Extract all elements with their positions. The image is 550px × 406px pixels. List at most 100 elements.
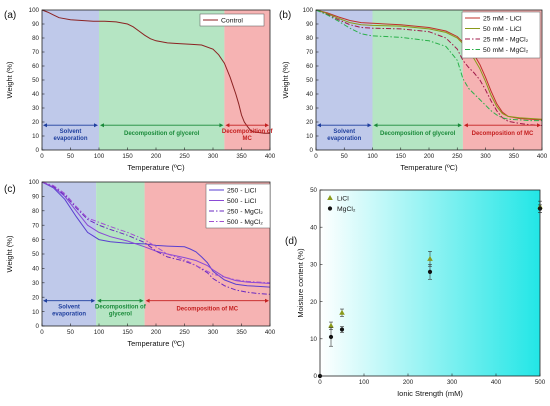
x-tick-label: 400 xyxy=(265,329,276,336)
legend-swatch-1 xyxy=(327,206,333,211)
x-tick-label: 500 xyxy=(535,379,546,386)
region-label-0: Solvent evaporation xyxy=(327,129,361,142)
x-tick-label: 200 xyxy=(151,329,162,336)
legend-label-0: LiCl xyxy=(337,195,349,202)
y-axis-label: Weight (%) xyxy=(281,61,290,98)
legend-label-2: 250 - MgCl₂ xyxy=(227,208,263,215)
legend-label-3: 50 mM - MgCl₂ xyxy=(483,47,529,54)
region-label-1: Decomposition of glycerol xyxy=(124,131,200,137)
x-tick-label: 0 xyxy=(314,153,318,160)
panel-d: 0 100 200 300 400 500 0 10 20 30 40 50 Ionic Strengt… xyxy=(285,187,546,398)
y-tick-label: 20 xyxy=(306,119,313,126)
arrow-head-right xyxy=(265,298,269,303)
x-tick-label: 0 xyxy=(318,379,322,386)
x-tick-label: 250 xyxy=(452,153,463,160)
x-tick-label: 350 xyxy=(236,153,247,160)
data-point-triangle xyxy=(427,255,433,261)
region-label-0: Solvent evaporation xyxy=(52,305,86,318)
arrow-head-right xyxy=(91,298,96,303)
y-axis-label: Weight (%) xyxy=(5,61,14,98)
legend-label-0: 25 mM - LiCl xyxy=(483,15,522,22)
data-point-circle xyxy=(339,327,345,332)
y-tick-label: 50 xyxy=(32,251,39,258)
data-point-circle xyxy=(427,269,433,274)
legend-box xyxy=(205,183,271,229)
arrow-head-right xyxy=(219,123,224,128)
region-band-1 xyxy=(99,10,225,150)
x-tick-label: 0 xyxy=(40,329,44,336)
data-point-circle xyxy=(328,334,334,340)
panel-label: (c) xyxy=(4,184,16,195)
y-tick-label: 10 xyxy=(310,336,317,343)
region-band-0 xyxy=(316,10,373,150)
x-tick-label: 100 xyxy=(359,379,370,386)
data-point-triangle xyxy=(339,309,345,315)
series-line-2 xyxy=(41,181,271,295)
x-tick-label: 400 xyxy=(537,153,548,160)
y-axis-label: Moisture content (%) xyxy=(296,248,305,318)
plot-background xyxy=(320,190,540,376)
y-tick-label: 100 xyxy=(29,179,40,186)
x-tick-label: 250 xyxy=(179,329,190,336)
region-label-1: Decomposition of glycerol xyxy=(380,131,456,137)
y-tick-label: 20 xyxy=(32,294,39,301)
x-tick-label: 300 xyxy=(480,153,491,160)
y-tick-label: 40 xyxy=(32,266,39,273)
y-tick-label: 50 xyxy=(32,77,39,84)
region-label-0: Solvent evaporation xyxy=(53,129,87,142)
y-tick-label: 40 xyxy=(306,91,313,98)
x-tick-label: 100 xyxy=(94,153,105,160)
y-tick-label: 70 xyxy=(32,222,39,229)
y-tick-label: 40 xyxy=(310,224,317,231)
arrow-head-left xyxy=(317,123,321,128)
y-tick-label: 90 xyxy=(32,194,39,201)
x-tick-label: 400 xyxy=(491,379,502,386)
arrow-head-right xyxy=(139,298,144,303)
y-tick-label: 60 xyxy=(32,237,39,244)
region-label-2: Decomposition of MC xyxy=(176,307,238,313)
arrow-head-left xyxy=(225,123,230,128)
x-tick-label: 150 xyxy=(122,329,133,336)
x-tick-label: 0 xyxy=(40,153,44,160)
region-band-0 xyxy=(42,10,99,150)
y-tick-label: 40 xyxy=(32,91,39,98)
y-tick-label: 70 xyxy=(32,49,39,56)
legend-box xyxy=(461,11,541,59)
arrow-head-left xyxy=(373,123,378,128)
x-tick-label: 350 xyxy=(236,329,247,336)
arrow-head-right xyxy=(265,123,269,128)
panel-label: (d) xyxy=(285,236,297,247)
y-tick-label: 0 xyxy=(36,323,40,330)
arrow-head-left xyxy=(43,298,47,303)
y-tick-label: 60 xyxy=(306,63,313,70)
y-axis-label: Weight (%) xyxy=(5,235,14,272)
plot-frame xyxy=(319,189,541,377)
arrow-head-right xyxy=(94,123,98,128)
series-line-1 xyxy=(41,181,271,284)
region-label-1: Decomposition of glycerol xyxy=(95,305,147,318)
y-tick-label: 90 xyxy=(32,21,39,28)
y-tick-label: 30 xyxy=(32,105,39,112)
y-tick-label: 20 xyxy=(32,119,39,126)
x-tick-label: 50 xyxy=(67,329,74,336)
y-tick-label: 20 xyxy=(310,299,317,306)
arrow-head-left xyxy=(43,123,47,128)
y-tick-label: 90 xyxy=(306,21,313,28)
series-line-3 xyxy=(41,181,271,284)
legend-label-1: 50 mM - LiCl xyxy=(483,26,522,33)
y-tick-label: 80 xyxy=(32,208,39,215)
y-tick-label: 30 xyxy=(32,280,39,287)
x-tick-label: 150 xyxy=(396,153,407,160)
arrow-head-right xyxy=(537,123,541,128)
arrow-head-left xyxy=(145,298,150,303)
panel-label: (a) xyxy=(4,10,16,21)
y-tick-label: 10 xyxy=(32,133,39,140)
legend-swatch-0 xyxy=(327,195,333,200)
x-axis-label: Temperature (ºC) xyxy=(127,163,185,172)
y-tick-label: 100 xyxy=(303,7,314,14)
legend-label-1: 500 - LiCl xyxy=(227,198,257,205)
arrow-head-right xyxy=(457,123,462,128)
y-tick-label: 30 xyxy=(306,105,313,112)
x-tick-label: 300 xyxy=(447,379,458,386)
